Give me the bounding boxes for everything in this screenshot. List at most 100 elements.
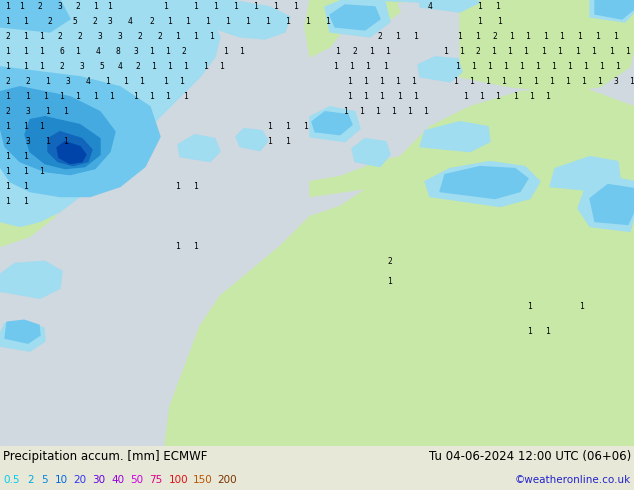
Text: 1: 1 [424,107,429,116]
Polygon shape [0,72,80,246]
Text: 1: 1 [39,122,44,131]
Text: 1: 1 [23,122,27,131]
Text: Tu 04-06-2024 12:00 UTC (06+06): Tu 04-06-2024 12:00 UTC (06+06) [429,450,631,464]
Text: 2: 2 [27,475,34,485]
Text: 1: 1 [598,77,602,86]
Polygon shape [325,0,390,37]
Text: 1: 1 [477,2,482,11]
Polygon shape [0,0,70,32]
Text: 1: 1 [150,92,155,101]
Polygon shape [550,157,620,192]
Text: 1: 1 [306,18,311,26]
Text: 1: 1 [408,107,413,116]
Polygon shape [330,5,380,30]
Text: 1: 1 [496,2,500,11]
Text: 30: 30 [93,475,106,485]
Text: 1: 1 [6,2,10,11]
Text: 1: 1 [212,2,217,11]
Text: 40: 40 [112,475,125,485]
Text: 1: 1 [396,77,401,86]
Text: 1: 1 [23,18,27,26]
Text: 1: 1 [106,77,110,86]
Text: 1: 1 [39,167,44,176]
Text: 1: 1 [566,77,571,86]
Polygon shape [490,2,620,67]
Text: 1: 1 [23,152,27,161]
Polygon shape [25,117,100,169]
Text: 1: 1 [93,92,98,101]
Text: 1: 1 [546,327,550,336]
Polygon shape [165,87,634,446]
Text: 4: 4 [127,18,133,26]
Polygon shape [595,0,634,19]
Polygon shape [0,87,115,174]
Text: 1: 1 [342,107,347,116]
Polygon shape [57,142,86,164]
Text: 1: 1 [162,2,167,11]
Text: 150: 150 [193,475,213,485]
Text: 1: 1 [498,18,502,26]
Polygon shape [0,67,160,196]
Polygon shape [425,162,540,206]
Text: 1: 1 [363,77,368,86]
Text: ©weatheronline.co.uk: ©weatheronline.co.uk [515,475,631,485]
Text: 1: 1 [488,62,493,72]
Text: 1: 1 [486,77,491,86]
Text: 1: 1 [23,62,27,72]
Text: 1: 1 [529,92,533,101]
Text: 1: 1 [349,62,354,72]
Text: 2: 2 [48,18,53,26]
Text: 20: 20 [74,475,87,485]
Text: 1: 1 [25,92,30,101]
Text: 1: 1 [205,18,210,26]
Polygon shape [48,132,92,166]
Text: 1: 1 [63,107,67,116]
Polygon shape [420,122,490,151]
Text: 1: 1 [273,2,278,11]
Text: 1: 1 [133,92,138,101]
Text: 1: 1 [268,137,273,146]
Text: 2: 2 [181,48,186,56]
Text: 1: 1 [193,2,197,11]
Polygon shape [310,107,634,196]
Text: 1: 1 [333,62,339,72]
Text: 2: 2 [150,18,155,26]
Text: 1: 1 [223,48,228,56]
Text: 1: 1 [534,77,538,86]
Text: 1: 1 [630,77,634,86]
Polygon shape [140,0,290,39]
Text: 1: 1 [476,32,481,42]
Text: 1: 1 [574,48,579,56]
Text: 1: 1 [193,182,198,191]
Text: 2: 2 [25,77,30,86]
Text: 1: 1 [39,32,44,42]
Text: 1: 1 [398,92,403,101]
Text: 1: 1 [458,32,462,42]
Text: 2: 2 [75,2,81,11]
Polygon shape [440,167,528,198]
Polygon shape [340,0,400,32]
Text: 3: 3 [108,18,112,26]
Text: 2: 2 [77,32,82,42]
Text: 1: 1 [578,32,583,42]
Text: 2: 2 [58,32,62,42]
Text: 1: 1 [363,92,368,101]
Text: 1: 1 [6,122,10,131]
Text: 1: 1 [6,62,10,72]
Text: 1: 1 [63,137,67,146]
Text: 4: 4 [96,48,100,56]
Text: 2: 2 [60,62,65,72]
Text: 1: 1 [46,107,51,116]
Text: 75: 75 [150,475,163,485]
Text: 1: 1 [413,92,418,101]
Text: 1: 1 [347,77,353,86]
Text: 1: 1 [609,48,614,56]
Polygon shape [320,0,350,17]
Text: 1: 1 [366,62,370,72]
Text: 1: 1 [359,107,365,116]
Text: 1: 1 [382,62,387,72]
Text: 50: 50 [131,475,144,485]
Text: 1: 1 [23,48,27,56]
Text: 3: 3 [58,2,62,11]
Text: 1: 1 [510,32,514,42]
